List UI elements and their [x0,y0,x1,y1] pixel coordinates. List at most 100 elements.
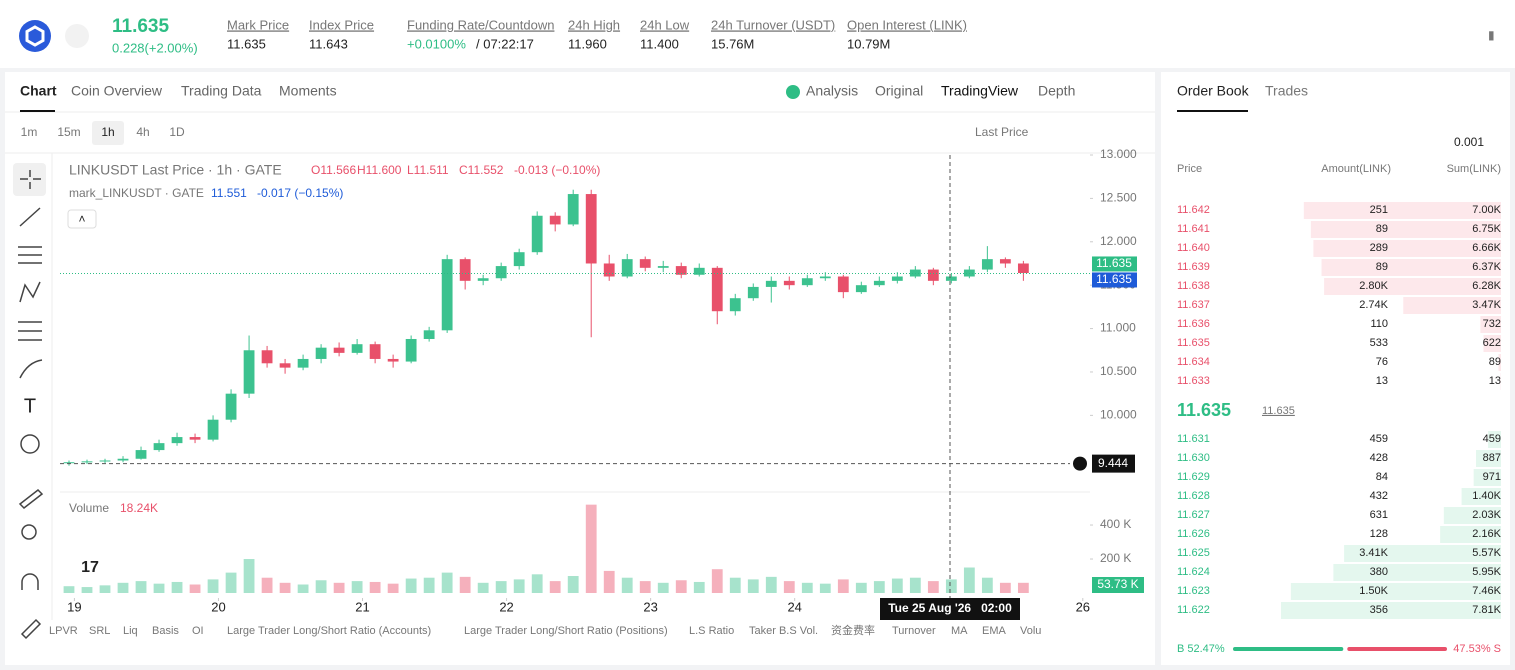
tab[interactable]: Moments [279,83,337,99]
tool-zoom[interactable] [21,524,37,540]
buy-ratio-bar [1233,647,1344,651]
indicator-tab[interactable]: OI [192,625,204,637]
volume-bar [225,572,237,593]
candle-body [261,350,273,364]
indicator-tab[interactable]: 资金费率 [831,623,875,637]
interval[interactable]: 1D [169,125,185,139]
tab[interactable]: Coin Overview [71,83,163,99]
indicator-tab[interactable]: Taker B.S Vol. [749,625,818,637]
depth-bar [1344,545,1501,562]
candle-body [405,338,417,362]
tool-text[interactable]: T [24,395,36,417]
tool-fib[interactable] [18,321,42,341]
favorite[interactable] [65,24,89,48]
analysis-icon [786,85,800,99]
volume-bar [459,576,471,593]
volume-bar [549,581,561,593]
candle-body [675,266,687,275]
volume-bar [819,583,831,593]
collapse-icon[interactable]: ˄ [78,212,85,226]
candle-body [63,462,75,464]
tool-brush[interactable] [19,359,43,379]
indicator-tab[interactable]: EMA [982,625,1007,637]
indicator-tab[interactable]: LPVR [49,625,78,637]
coin-logo [19,20,51,52]
last-price-label: 11.635 [1096,256,1132,270]
indicator-tab[interactable]: MA [951,625,968,637]
ob-amount: 631 [1370,509,1388,521]
indicator-tab[interactable]: Large Trader Long/Short Ratio (Accounts) [227,625,431,637]
drawing-tools: T [13,163,46,640]
x-tick-label: 24 [787,599,801,614]
view-option[interactable]: TradingView [941,83,1019,99]
tool-line[interactable] [19,207,41,227]
ob-sum: 5.57K [1472,547,1501,559]
view-option[interactable]: Depth [1038,83,1075,99]
indicator-tab[interactable]: SRL [89,625,110,637]
depth-bar [1290,583,1501,600]
volume-bar [369,581,381,593]
indicator-tab[interactable]: Liq [123,625,138,637]
depth-bar [1310,221,1501,238]
volume-bar [639,581,651,593]
tool-pencil[interactable] [20,618,42,640]
indicator-tab[interactable]: Large Trader Long/Short Ratio (Positions… [464,625,668,637]
tool-pattern[interactable] [19,281,41,303]
volume-bar [117,582,129,593]
ob-tab[interactable]: Trades [1265,83,1308,99]
volume-tick-label: 400 K [1100,517,1131,531]
view-option[interactable]: Analysis [806,83,858,99]
tool-cross[interactable] [20,170,41,189]
ob-sum: 2.16K [1472,528,1501,540]
depth-bar [1476,450,1501,467]
volume-bar [189,584,201,593]
x-tick-label: 22 [499,599,513,614]
ob-tab[interactable]: Order Book [1177,83,1250,99]
indicator-tab[interactable]: Basis [152,625,179,637]
candle-body [927,269,939,281]
volume-bar [135,581,147,593]
candle-body [153,443,165,451]
tool-ruler[interactable] [18,489,44,509]
interval[interactable]: 1h [101,125,114,139]
ob-price: 11.627 [1177,509,1210,521]
price-type[interactable]: Last Price [975,125,1029,139]
view-option[interactable]: Original [875,83,923,99]
volume-bar [621,577,633,593]
candle-body [81,461,93,463]
ob-price: 11.629 [1177,471,1210,483]
stat-label: Index Price [309,17,374,32]
tool-magnet[interactable] [21,573,39,590]
indicator-tab[interactable]: L.S Ratio [689,625,734,637]
ob-amount: 3.41K [1359,547,1388,559]
volume-bar [99,585,111,593]
ob-amount: 428 [1370,452,1388,464]
tool-hlines[interactable] [18,246,42,264]
candle-body [837,276,849,293]
volume-bar [999,582,1011,593]
x-tick-label: 23 [643,599,657,614]
collapse-legend[interactable] [67,209,97,229]
candle-body [1017,263,1029,274]
y-tick-label: 12.000 [1100,234,1137,248]
candle-body [549,215,561,225]
tab[interactable]: Trading Data [181,83,262,99]
tool-emoji[interactable] [20,434,40,454]
interval[interactable]: 1m [21,125,38,139]
ob-sum: 5.95K [1472,566,1501,578]
indicator-tab[interactable]: Turnover [892,625,936,637]
ob-amount: 459 [1370,433,1388,445]
indicator-tab[interactable]: Volu [1020,625,1041,637]
stat-value: 11.960 [568,36,607,51]
price-change: 0.228(+2.00%) [112,40,198,55]
ob-precision[interactable]: 0.001 [1454,135,1484,149]
menu-icon[interactable]: ▮ [1488,28,1495,42]
depth-bar [1440,526,1501,543]
stat-label: 24h Low [640,17,690,32]
interval[interactable]: 15m [57,125,80,139]
tab[interactable]: Chart [20,83,57,99]
interval[interactable]: 4h [136,125,149,139]
candle-body [891,276,903,281]
tool-selected[interactable] [13,163,46,196]
